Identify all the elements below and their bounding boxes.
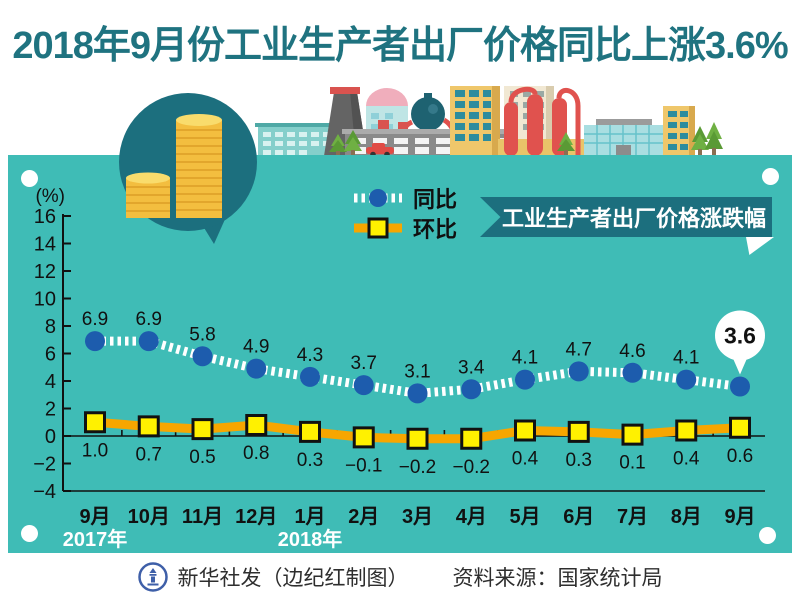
svg-text:0.6: 0.6	[727, 446, 753, 467]
svg-text:0.4: 0.4	[673, 449, 700, 470]
svg-text:3.6: 3.6	[724, 323, 756, 349]
svg-text:9月: 9月	[724, 506, 755, 528]
svg-text:12: 12	[34, 261, 56, 283]
svg-text:4.6: 4.6	[619, 341, 645, 362]
svg-text:0.8: 0.8	[243, 443, 269, 464]
svg-text:2月: 2月	[348, 506, 379, 528]
svg-text:0.5: 0.5	[189, 447, 215, 468]
svg-text:3.7: 3.7	[351, 353, 377, 374]
legend-item-mom: 环比	[352, 214, 458, 242]
svg-text:11月: 11月	[182, 506, 223, 528]
svg-text:3.1: 3.1	[404, 361, 430, 382]
svg-text:2017年: 2017年	[63, 527, 128, 551]
xinhua-logo-icon	[137, 562, 168, 592]
svg-text:5.8: 5.8	[189, 324, 215, 345]
svg-text:5月: 5月	[509, 506, 540, 528]
legend-item-yoy: 同比	[352, 184, 458, 212]
svg-text:4.1: 4.1	[673, 348, 699, 369]
svg-text:7月: 7月	[617, 506, 648, 528]
chart-title-ribbon: 工业生产者出厂价格涨跌幅	[480, 197, 772, 237]
svg-text:4月: 4月	[456, 506, 487, 528]
chart-title-label: 工业生产者出厂价格涨跌幅	[501, 206, 766, 231]
svg-text:0.3: 0.3	[566, 450, 592, 471]
chart-panel: 16 14 12 10 8 6 4 2 0 −2 −4 (%) 1.0 0.7 0.5 0.8 0.3 −0.1−…	[8, 155, 792, 553]
svg-text:1.0: 1.0	[82, 440, 108, 461]
legend-label-yoy: 同比	[413, 186, 458, 212]
svg-text:0.7: 0.7	[136, 444, 162, 465]
svg-text:0: 0	[45, 426, 56, 448]
svg-text:8月: 8月	[671, 506, 702, 528]
svg-text:3月: 3月	[402, 506, 433, 528]
svg-text:3.4: 3.4	[458, 357, 485, 378]
svg-text:−2: −2	[33, 454, 56, 476]
svg-text:2: 2	[45, 399, 56, 421]
svg-text:9月: 9月	[79, 506, 110, 528]
svg-text:2018年: 2018年	[278, 527, 343, 551]
svg-text:8: 8	[45, 316, 56, 338]
corner-dot-icon	[21, 170, 38, 187]
svg-text:4.1: 4.1	[512, 348, 538, 369]
svg-text:0.3: 0.3	[297, 450, 323, 471]
svg-text:4.3: 4.3	[297, 345, 323, 366]
legend-label-mom: 环比	[413, 216, 458, 242]
svg-text:4.7: 4.7	[566, 339, 592, 360]
page-title: 2018年9月份工业生产者出厂价格同比上涨3.6%	[12, 25, 788, 67]
svg-text:0.4: 0.4	[512, 449, 539, 470]
svg-text:6.9: 6.9	[82, 309, 108, 330]
credit-text: 新华社发（边纪红制图）	[177, 567, 409, 590]
svg-text:6: 6	[45, 344, 56, 366]
footer: 新华社发（边纪红制图） 资料来源：国家统计局	[0, 562, 800, 592]
svg-text:0.1: 0.1	[619, 453, 645, 474]
chart-legend: 同比 环比	[352, 184, 458, 242]
svg-text:−0.2: −0.2	[399, 457, 437, 478]
svg-text:4: 4	[45, 371, 56, 393]
svg-text:4.9: 4.9	[243, 337, 269, 358]
svg-text:−0.2: −0.2	[452, 457, 490, 478]
svg-text:−0.1: −0.1	[345, 455, 383, 476]
svg-text:10: 10	[34, 289, 56, 311]
svg-text:(%): (%)	[35, 186, 65, 207]
mom-line-marker-icon	[354, 217, 402, 238]
svg-text:6.9: 6.9	[136, 309, 162, 330]
corner-dot-icon	[762, 168, 779, 185]
svg-text:12月: 12月	[235, 506, 277, 528]
corner-dot-icon	[759, 527, 776, 544]
svg-text:10月: 10月	[128, 506, 170, 528]
svg-text:6月: 6月	[563, 506, 594, 528]
source-text: 资料来源：国家统计局	[452, 567, 663, 590]
corner-dot-icon	[21, 525, 38, 542]
city-skyline-illustration	[255, 86, 723, 156]
svg-text:1月: 1月	[294, 506, 325, 528]
svg-text:16: 16	[34, 206, 56, 228]
svg-text:14: 14	[34, 234, 56, 256]
svg-text:−4: −4	[33, 481, 56, 503]
yoy-line-marker-icon	[354, 188, 402, 207]
coins-bubble-icon	[119, 93, 257, 244]
